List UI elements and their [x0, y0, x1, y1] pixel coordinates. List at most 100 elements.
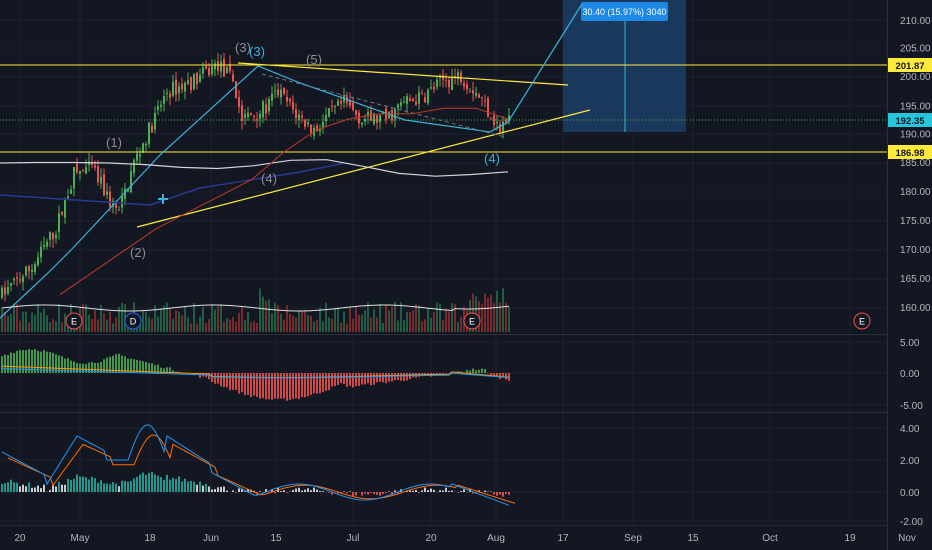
candle-body [151, 125, 153, 133]
volume-bar [184, 305, 186, 332]
oscillator-histogram-bar [505, 492, 507, 494]
volume-bar [304, 310, 306, 332]
oscillator-slow-line [7, 434, 516, 504]
volume-bar [505, 302, 507, 332]
macd-histogram-bar [391, 373, 393, 382]
oscillator-histogram-bar [463, 489, 465, 492]
candle-body [76, 163, 78, 172]
wave-path[interactable] [0, 3, 583, 319]
candle-body [328, 108, 330, 117]
volume-bar [325, 302, 327, 332]
oscillator-histogram-bar [91, 476, 93, 492]
osc-tick: -2.00 [900, 517, 923, 528]
macd-histogram-bar [379, 373, 381, 382]
upper-trendline[interactable] [237, 62, 569, 86]
oscillator-histogram-bar [259, 491, 261, 492]
macd-histogram-bar [349, 373, 351, 386]
candle-body [145, 144, 147, 146]
candle-body [55, 234, 57, 239]
candle-body [247, 112, 249, 118]
volume-bar [406, 312, 408, 332]
oscillator-histogram-bar [223, 486, 225, 492]
volume-bar [442, 319, 444, 332]
candle-body [265, 104, 267, 114]
candle-body [454, 76, 456, 78]
oscillator-histogram-bar [121, 480, 123, 492]
oscillator-histogram-bar [31, 487, 33, 492]
macd-histogram-bar [319, 373, 321, 394]
candle-body [178, 86, 180, 94]
macd-axis[interactable]: 5.00 0.00 -5.00 [900, 338, 923, 412]
oscillator-histogram-bar [247, 489, 249, 492]
oscillator-histogram-bar [376, 492, 378, 495]
price-axis[interactable]: 210.00 205.00 200.00 195.00 190.00 185.0… [888, 16, 932, 314]
price-pane[interactable]: 30.40 (15.97%) 3040 (1) (2) (3) (3) (4) … [0, 0, 887, 332]
event-marker-earnings[interactable]: E [65, 312, 83, 330]
candle-body [79, 171, 81, 174]
volume-bar [283, 319, 285, 332]
macd-histogram-bar [37, 350, 39, 373]
oscillator-histogram-bar [385, 492, 387, 494]
candle-body [469, 91, 471, 93]
volume-bar [298, 311, 300, 332]
time-axis[interactable]: 20 May 18 Jun 15 Jul 20 Aug 17 Sep 15 Oc… [14, 533, 915, 544]
volume-bar [268, 299, 270, 332]
volume-bar [235, 321, 237, 332]
oscillator-histogram-bar [496, 492, 498, 496]
lower-trendline[interactable] [136, 109, 591, 228]
candle-body [262, 101, 264, 118]
time-tick: 17 [557, 533, 569, 544]
candle-body [340, 100, 342, 104]
volume-bar [142, 310, 144, 332]
oscillator-histogram-bar [322, 491, 324, 492]
candle-body [301, 115, 303, 118]
event-marker-dividend[interactable]: D [124, 312, 142, 330]
event-marker-earnings[interactable]: E [853, 312, 871, 330]
volume-bar [331, 318, 333, 332]
oscillator-histogram-bar [484, 490, 486, 492]
oscillator-axis[interactable]: 4.00 2.00 0.00 -2.00 [900, 424, 923, 528]
volume-bar [139, 320, 141, 332]
oscillator-histogram-bar [478, 490, 480, 492]
oscillator-histogram-bar [373, 492, 375, 494]
candle-body [283, 87, 285, 94]
candle-body [106, 191, 108, 195]
price-tick: 190.00 [900, 130, 931, 141]
macd-histogram-bar [373, 373, 375, 385]
oscillator-histogram-bar [283, 490, 285, 492]
candle-body [97, 166, 99, 183]
macd-histogram-bar [67, 358, 69, 373]
candle-body [238, 97, 240, 107]
price-tick: 180.00 [900, 187, 931, 198]
volume-bar [358, 314, 360, 332]
macd-histogram-bar [346, 373, 348, 387]
candle-body [451, 77, 453, 91]
oscillator-histogram-bar [127, 481, 129, 492]
macd-histogram-bar [13, 353, 15, 373]
projection-label-bg [581, 2, 668, 21]
candle-body [175, 79, 177, 95]
oscillator-pane[interactable] [1, 424, 516, 506]
wave-label-3-gray: (3) [235, 40, 251, 55]
oscillator-histogram-bar [184, 478, 186, 492]
volume-bar [322, 321, 324, 332]
volume-average [1, 304, 510, 312]
oscillator-histogram-bar [499, 492, 501, 495]
oscillator-histogram-bar [238, 488, 240, 492]
macd-pane[interactable] [1, 349, 510, 401]
event-marker-earnings[interactable]: E [463, 312, 481, 330]
candle-body [298, 114, 300, 120]
oscillator-histogram-bar [166, 474, 168, 492]
candle-body [349, 100, 351, 106]
macd-histogram-bar [295, 373, 297, 399]
oscillator-histogram-bar [235, 492, 237, 493]
volume-bar [385, 305, 387, 332]
macd-histogram-bar [61, 356, 63, 373]
candle-body [160, 104, 162, 107]
volume-bar [379, 303, 381, 332]
candle-body [82, 169, 84, 172]
candle-body [409, 98, 411, 102]
volume-bar [415, 303, 417, 332]
oscillator-histogram-bar [61, 484, 63, 492]
